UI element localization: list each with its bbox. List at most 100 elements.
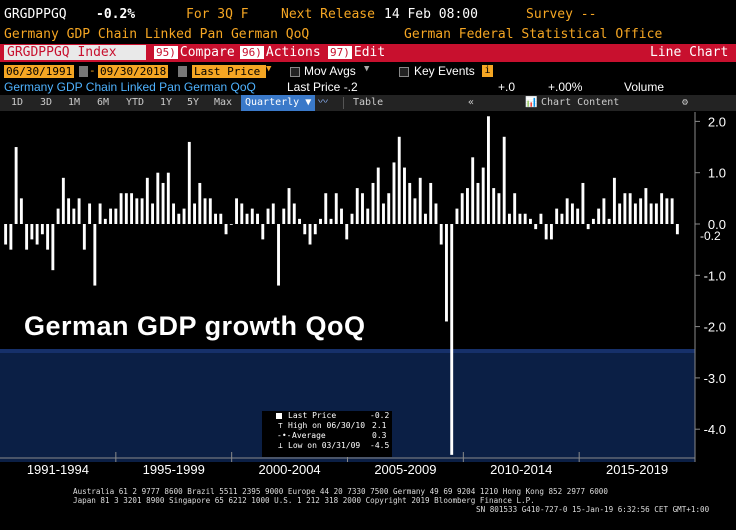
bar-series bbox=[4, 116, 679, 455]
bar bbox=[166, 172, 170, 224]
bar bbox=[77, 198, 81, 224]
plot-band-edge bbox=[0, 349, 695, 353]
bar bbox=[203, 198, 207, 224]
start-date-input[interactable]: 06/30/1991 bbox=[4, 65, 75, 78]
bar bbox=[46, 224, 50, 250]
bar bbox=[303, 224, 307, 235]
index-field[interactable]: GRGDPPGQ Index bbox=[4, 45, 146, 60]
change-pct-readout: +.00% bbox=[548, 80, 583, 94]
bar bbox=[56, 208, 60, 224]
bar bbox=[334, 193, 338, 224]
bar bbox=[14, 147, 18, 224]
gdp-bar-chart[interactable]: 2.0 1.0 0.0 -1.0 -2.0 -3.0 -4.0 bbox=[0, 112, 736, 462]
bar bbox=[403, 167, 406, 224]
bar bbox=[25, 224, 29, 250]
range-6m[interactable]: 6M bbox=[97, 97, 110, 108]
field-dropdown-icon[interactable]: ▼ bbox=[266, 64, 272, 74]
chart-content-button[interactable]: Chart Content bbox=[541, 97, 620, 108]
compare-button[interactable]: 95) Compare bbox=[154, 44, 235, 62]
last-value-label: -0.2 bbox=[697, 229, 724, 243]
bar bbox=[103, 218, 107, 224]
bar bbox=[193, 203, 196, 224]
bar bbox=[219, 213, 223, 224]
bar bbox=[19, 198, 23, 224]
bar bbox=[597, 208, 601, 224]
period-select[interactable]: Quarterly ▼ bbox=[241, 95, 316, 111]
range-1m[interactable]: 1M bbox=[68, 97, 81, 108]
y-tick-label: -3.0 bbox=[704, 371, 726, 386]
collapse-icon[interactable]: « bbox=[468, 97, 475, 108]
bar bbox=[560, 213, 564, 224]
settings-gear-icon[interactable]: ⚙ bbox=[682, 97, 689, 108]
actions-label: Actions bbox=[265, 45, 321, 60]
range-1d[interactable]: 1D bbox=[11, 97, 24, 108]
bar bbox=[124, 193, 128, 224]
edit-button[interactable]: 97) Edit bbox=[328, 44, 385, 62]
bar bbox=[4, 224, 8, 245]
mov-avgs-dropdown-icon[interactable]: ▼ bbox=[364, 64, 370, 74]
range-5y[interactable]: 5Y bbox=[187, 97, 200, 108]
bar bbox=[355, 188, 359, 224]
info-icon[interactable]: i bbox=[482, 65, 493, 77]
bar bbox=[544, 224, 548, 240]
x-axis-ticks bbox=[0, 452, 695, 462]
bar bbox=[555, 208, 559, 224]
line-chart-icon[interactable]: 〰 bbox=[318, 97, 328, 108]
end-calendar-icon[interactable] bbox=[178, 66, 187, 77]
bar bbox=[161, 182, 165, 224]
bar bbox=[350, 213, 354, 224]
bar bbox=[224, 224, 228, 235]
actions-button[interactable]: 96) Actions bbox=[240, 44, 321, 62]
bar bbox=[340, 208, 343, 224]
bar bbox=[576, 208, 580, 224]
y-tick-label: -1.0 bbox=[704, 268, 726, 283]
bar bbox=[235, 198, 238, 224]
survey-label: Survey -- bbox=[526, 7, 597, 22]
series-name: Germany GDP Chain Linked Pan German QoQ bbox=[4, 80, 256, 94]
bar bbox=[623, 193, 627, 224]
range-max[interactable]: Max bbox=[214, 97, 233, 108]
field-select[interactable]: Last Price bbox=[192, 65, 266, 78]
legend-swatch-last bbox=[276, 413, 282, 419]
bar bbox=[466, 188, 469, 224]
end-date-input[interactable]: 09/30/2018 bbox=[98, 65, 169, 78]
bar bbox=[539, 213, 543, 224]
bar bbox=[581, 182, 585, 224]
view-label[interactable]: Line Chart bbox=[650, 45, 729, 60]
bar bbox=[114, 208, 118, 224]
bar bbox=[418, 177, 422, 224]
bar bbox=[282, 208, 286, 224]
bar bbox=[371, 182, 375, 224]
bar bbox=[518, 213, 522, 224]
range-1y[interactable]: 1Y bbox=[160, 97, 173, 108]
bar bbox=[345, 224, 349, 240]
x-tick-label: 1991-1994 bbox=[26, 462, 89, 477]
bar bbox=[182, 208, 186, 224]
toolbar-divider bbox=[343, 97, 344, 109]
bar bbox=[424, 213, 427, 224]
bar bbox=[277, 224, 280, 286]
bar bbox=[670, 198, 674, 224]
next-release-date: 14 Feb 08:00 bbox=[384, 7, 478, 22]
y-tick-label: 2.0 bbox=[708, 114, 726, 129]
bar bbox=[392, 162, 396, 224]
y-tick-label: -2.0 bbox=[704, 320, 726, 335]
date-dash: - bbox=[89, 64, 96, 77]
bar bbox=[612, 177, 616, 224]
mov-avgs-checkbox[interactable] bbox=[290, 67, 300, 77]
bar bbox=[82, 224, 86, 250]
x-tick-label: 2010-2014 bbox=[490, 462, 553, 477]
bar bbox=[429, 182, 433, 224]
bar bbox=[135, 198, 139, 224]
key-events-checkbox[interactable] bbox=[399, 67, 409, 77]
bar bbox=[298, 218, 301, 224]
table-button[interactable]: Table bbox=[353, 97, 384, 108]
range-3d[interactable]: 3D bbox=[40, 97, 53, 108]
bar bbox=[177, 213, 181, 224]
bar bbox=[93, 224, 97, 286]
range-ytd[interactable]: YTD bbox=[126, 97, 145, 108]
bar bbox=[487, 116, 490, 224]
bar bbox=[156, 172, 160, 224]
data-source: German Federal Statistical Office bbox=[404, 27, 663, 42]
start-calendar-icon[interactable] bbox=[79, 66, 88, 77]
